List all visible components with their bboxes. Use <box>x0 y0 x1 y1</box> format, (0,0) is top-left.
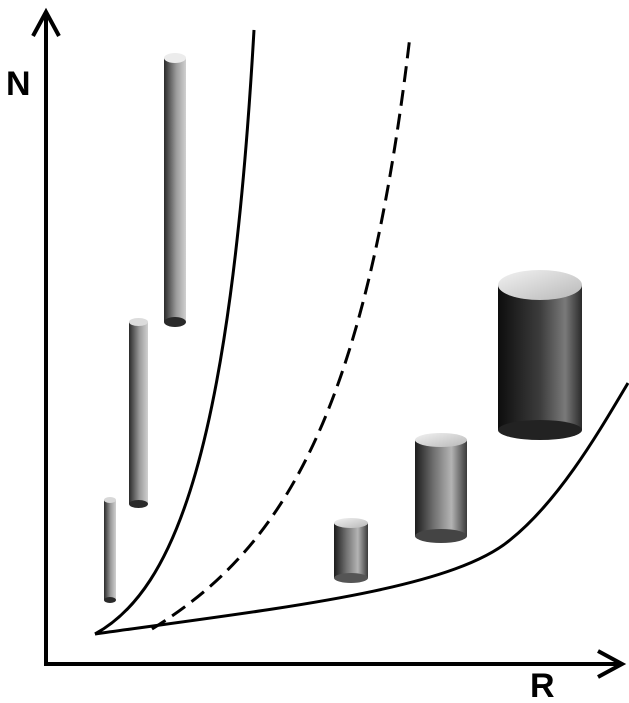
wide-cylinders <box>334 270 582 583</box>
cylinder-medium <box>415 433 467 543</box>
y-axis-arrowhead <box>31 7 61 37</box>
x-axis-arrowhead <box>597 649 627 679</box>
rod-medium <box>129 318 148 508</box>
rod-short <box>104 497 116 603</box>
lower-solid-curve <box>94 382 629 636</box>
y-axis-label: N <box>6 65 31 103</box>
left-solid-curve <box>94 29 256 636</box>
rod-tall <box>164 53 186 327</box>
cylinder-small <box>334 518 368 583</box>
curves <box>94 29 629 636</box>
thin-rods <box>104 53 186 603</box>
dashed-curve <box>151 35 412 631</box>
cylinder-large <box>498 270 582 440</box>
axes <box>31 7 627 679</box>
x-axis-label: R <box>530 667 555 703</box>
